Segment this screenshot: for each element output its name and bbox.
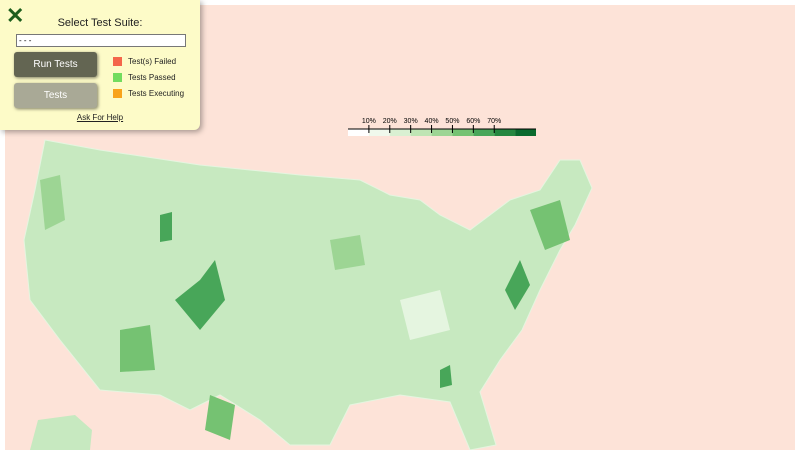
legend-swatch xyxy=(113,89,122,99)
scale-tick-label: 30% xyxy=(404,118,418,125)
color-scale: 10% 20% 30% 40% 50% 60% 70% xyxy=(348,118,536,136)
scale-swatch xyxy=(473,129,495,136)
scale-swatch xyxy=(368,129,390,136)
scale-tick-label: 10% xyxy=(362,118,376,125)
scale-tick-label: 40% xyxy=(425,118,439,125)
scale-tick-label: 50% xyxy=(445,118,459,125)
run-tests-button[interactable]: Run Tests xyxy=(14,52,97,77)
scale-tick-label: 70% xyxy=(487,118,501,125)
alaska xyxy=(30,415,92,450)
legend-item: Tests Passed xyxy=(113,73,176,83)
panel-title: Select Test Suite: xyxy=(57,17,143,29)
scale-tick-label: 60% xyxy=(466,118,480,125)
scale-swatch xyxy=(389,129,411,136)
control-panel: ✕ Select Test Suite: - - - Run Tests Tes… xyxy=(0,0,200,130)
legend-item: Test(s) Failed xyxy=(113,57,177,67)
help-link[interactable]: Ask For Help xyxy=(76,113,124,122)
legend-item: Tests Executing xyxy=(113,89,185,99)
scale-swatch xyxy=(431,129,453,136)
scale-tick-label: 20% xyxy=(383,118,397,125)
close-button[interactable]: ✕ xyxy=(6,3,25,28)
scale-swatch xyxy=(410,129,432,136)
legend-swatch xyxy=(113,73,122,83)
legend-label: Test(s) Failed xyxy=(128,57,177,66)
legend-swatch xyxy=(113,57,122,67)
scale-swatch xyxy=(494,129,516,136)
legend-label: Tests Executing xyxy=(128,89,185,98)
legend-label: Tests Passed xyxy=(128,73,176,82)
scale-swatch xyxy=(348,129,369,136)
map-patches xyxy=(40,175,570,440)
suite-select[interactable]: - - - xyxy=(16,34,186,47)
scale-swatch xyxy=(452,129,474,136)
scale-swatch xyxy=(515,129,536,136)
tests-button[interactable]: Tests xyxy=(14,83,97,108)
